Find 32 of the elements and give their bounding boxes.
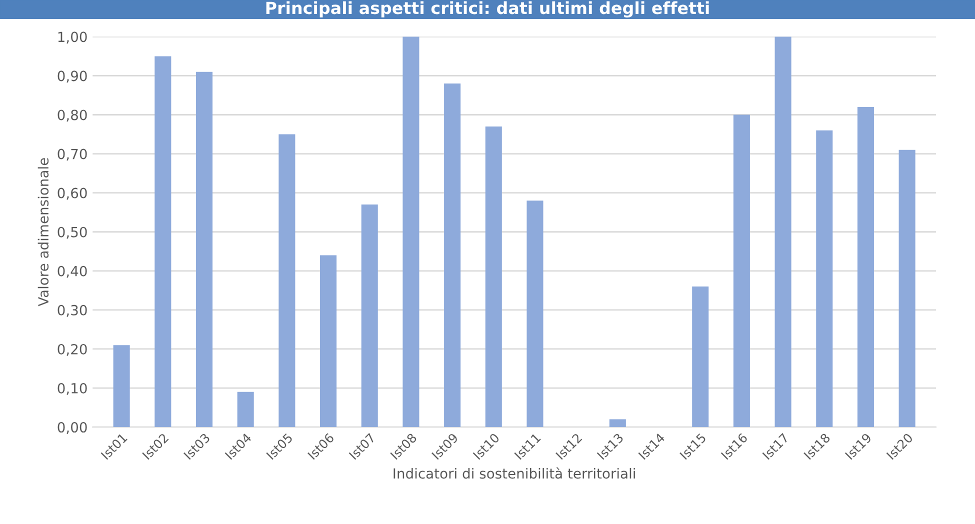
y-tick-label: 0,70 — [58, 148, 87, 161]
bar — [196, 72, 213, 428]
y-tick-label: 0,60 — [58, 188, 87, 200]
y-tick-label: 0,90 — [58, 70, 87, 83]
bar — [113, 345, 130, 428]
y-tick-label: 0,10 — [58, 382, 87, 395]
bar — [237, 392, 254, 428]
bar — [361, 204, 378, 428]
x-axis-title: Indicatori di sostenibilità territoriali — [394, 467, 635, 479]
bar — [692, 286, 709, 428]
y-tick-label: 0,40 — [58, 266, 87, 278]
y-tick-label: 1,00 — [58, 32, 87, 44]
bar — [402, 36, 420, 428]
bar — [278, 134, 296, 428]
bar — [154, 56, 172, 428]
bar — [857, 106, 874, 428]
y-tick-label: 0,00 — [58, 422, 87, 434]
bar — [444, 84, 461, 428]
y-tick-label: 0,30 — [58, 304, 87, 317]
chart-title: Principali aspetti critici: dati ultimi degli effetti — [266, 1, 709, 18]
bar — [320, 255, 337, 428]
y-tick-label: 0,80 — [58, 110, 87, 122]
bar — [816, 130, 833, 428]
bar — [526, 200, 544, 428]
bar — [733, 114, 750, 428]
y-axis-title: Valore adimensionale — [38, 158, 49, 306]
bar — [609, 419, 626, 428]
bar — [485, 126, 502, 428]
y-tick-label: 0,50 — [58, 226, 87, 239]
y-tick-label: 0,20 — [58, 344, 87, 356]
bar — [774, 36, 792, 428]
bar — [898, 150, 916, 428]
